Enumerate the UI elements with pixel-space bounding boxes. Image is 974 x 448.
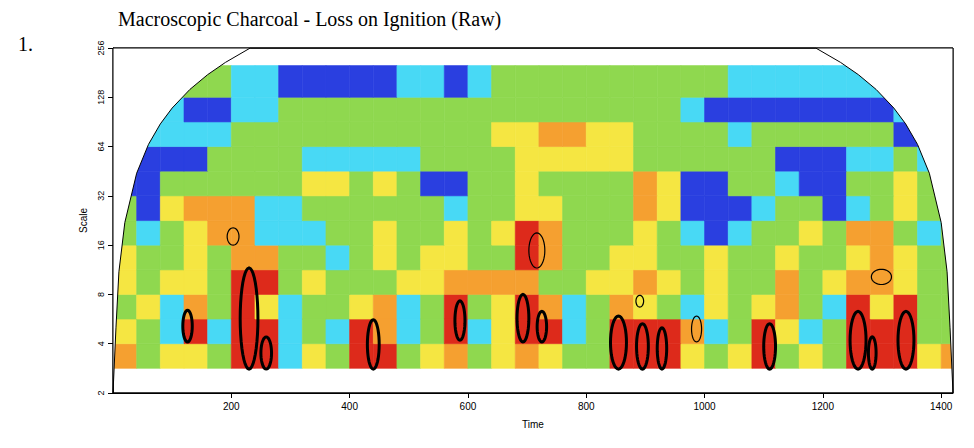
svg-text:1.: 1. <box>18 33 33 55</box>
svg-text:Scale: Scale <box>78 208 89 233</box>
svg-text:600: 600 <box>460 401 477 412</box>
svg-text:8: 8 <box>96 292 106 297</box>
svg-text:16: 16 <box>96 240 106 250</box>
svg-text:Time: Time <box>522 419 544 430</box>
svg-text:Macroscopic Charcoal - Loss on: Macroscopic Charcoal - Loss on Ignition … <box>118 8 501 31</box>
svg-text:64: 64 <box>96 142 106 152</box>
svg-text:32: 32 <box>96 191 106 201</box>
svg-text:128: 128 <box>96 90 106 105</box>
svg-text:4: 4 <box>96 341 106 346</box>
svg-text:800: 800 <box>578 401 595 412</box>
svg-text:1200: 1200 <box>812 401 835 412</box>
svg-text:400: 400 <box>341 401 358 412</box>
svg-text:1000: 1000 <box>693 401 716 412</box>
svg-text:200: 200 <box>223 401 240 412</box>
svg-text:256: 256 <box>96 40 106 55</box>
svg-text:2: 2 <box>96 390 106 395</box>
svg-text:1400: 1400 <box>930 401 953 412</box>
